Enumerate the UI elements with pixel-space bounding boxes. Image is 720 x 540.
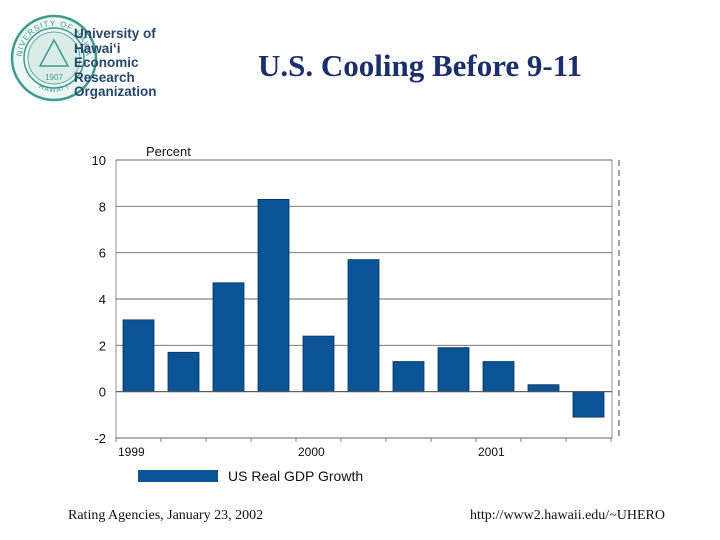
logo-line: Hawai‘i xyxy=(74,40,121,56)
legend-swatch xyxy=(138,470,218,482)
y-tick-label: 10 xyxy=(92,153,106,168)
footer-url[interactable]: http://www2.hawaii.edu/~UHERO xyxy=(470,508,665,523)
y-axis-label: Percent xyxy=(146,144,191,159)
x-tick-label: 2001 xyxy=(478,445,505,459)
bar xyxy=(482,361,515,393)
bar xyxy=(347,259,380,393)
y-tick-label: -2 xyxy=(94,431,106,446)
logo-line: Economic xyxy=(74,55,139,70)
bar xyxy=(212,282,245,393)
y-tick-label: 2 xyxy=(99,338,106,353)
legend-label: US Real GDP Growth xyxy=(228,468,363,484)
bar xyxy=(167,351,200,393)
gdp-bar-chart: 10 8 6 4 2 0 -2 Percent 1999 2000 2001 US Real GDP … xyxy=(92,144,620,484)
bar xyxy=(392,361,425,393)
svg-text:HAWAI'I: HAWAI'I xyxy=(37,83,70,94)
seal-year: 1907 xyxy=(45,73,63,82)
bar xyxy=(437,347,470,393)
bar xyxy=(527,384,560,393)
x-tick-label: 2000 xyxy=(298,445,325,459)
y-tick-label: 0 xyxy=(99,385,106,400)
bar xyxy=(257,198,290,393)
logo-wordmark: University of Hawai‘i Economic Research … xyxy=(74,26,184,100)
logo-line: Organization xyxy=(74,84,157,99)
bar xyxy=(572,391,605,418)
seal-bottom-text: HAWAI'I xyxy=(37,83,69,94)
slide-title: U.S. Cooling Before 9-11 xyxy=(257,48,583,83)
logo-line: Research xyxy=(74,69,135,85)
university-seal-icon: UNIVERSITY OF HAWAII HAWAI'I 1907 xyxy=(10,14,98,102)
y-tick-label: 4 xyxy=(99,292,106,307)
uhero-logo: UNIVERSITY OF HAWAII HAWAI'I 1907 Univer… xyxy=(10,14,170,104)
seal-emblem xyxy=(38,38,70,67)
y-tick-label: 8 xyxy=(99,199,106,214)
bar xyxy=(122,319,155,393)
logo-line: University of xyxy=(74,26,156,41)
y-tick-label: 6 xyxy=(99,246,106,261)
x-tick-label: 1999 xyxy=(118,445,145,459)
bar xyxy=(302,335,335,393)
footer-date: Rating Agencies, January 23, 2002 xyxy=(68,508,264,523)
